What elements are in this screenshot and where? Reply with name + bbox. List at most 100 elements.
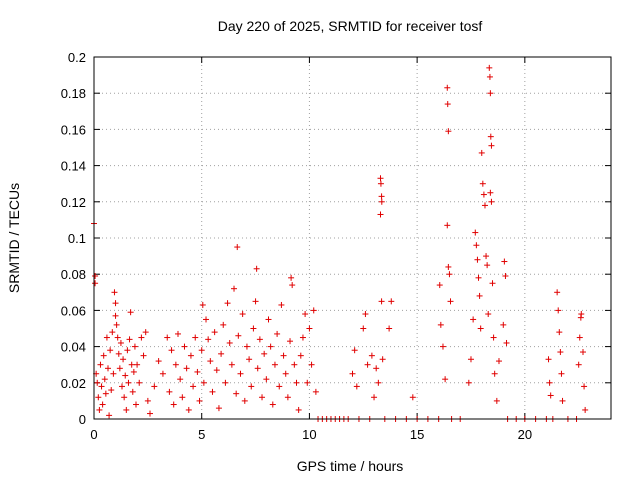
data-point bbox=[351, 347, 358, 354]
data-point bbox=[445, 263, 452, 270]
data-point bbox=[112, 300, 119, 307]
data-point bbox=[353, 383, 360, 390]
data-point bbox=[269, 401, 276, 408]
data-point bbox=[476, 292, 483, 299]
data-point bbox=[495, 358, 502, 365]
data-point bbox=[575, 361, 582, 368]
data-point bbox=[477, 325, 484, 332]
data-point bbox=[439, 343, 446, 350]
y-tick-label: 0.16 bbox=[61, 122, 86, 137]
data-point bbox=[253, 265, 260, 272]
data-point bbox=[233, 390, 240, 397]
data-point bbox=[231, 285, 238, 292]
data-point bbox=[310, 307, 317, 314]
data-point bbox=[470, 316, 477, 323]
data-point bbox=[226, 339, 233, 346]
data-point bbox=[480, 191, 487, 198]
data-point bbox=[299, 334, 306, 341]
data-point bbox=[500, 321, 507, 328]
data-point bbox=[138, 334, 145, 341]
data-point bbox=[107, 347, 114, 354]
data-point bbox=[172, 361, 179, 368]
data-point bbox=[302, 311, 309, 318]
data-point bbox=[555, 307, 562, 314]
data-point bbox=[379, 356, 386, 363]
data-point bbox=[282, 370, 289, 377]
axis-ticks: 0 0.02 0.04 0.06 0.08 0.1 0.12 0.14 0.16 0.18 0.2 0… bbox=[61, 50, 611, 442]
y-tick-label: 0.08 bbox=[61, 267, 86, 282]
data-point bbox=[388, 298, 395, 305]
data-point bbox=[237, 370, 244, 377]
data-point bbox=[475, 274, 482, 281]
data-point bbox=[556, 329, 563, 336]
data-point bbox=[194, 368, 201, 375]
data-point bbox=[102, 390, 109, 397]
data-point bbox=[166, 388, 173, 395]
data-point bbox=[485, 311, 492, 318]
y-tick-label: 0.06 bbox=[61, 303, 86, 318]
data-point bbox=[280, 352, 287, 359]
data-point bbox=[115, 350, 122, 357]
data-point bbox=[484, 262, 491, 269]
data-point bbox=[386, 325, 393, 332]
data-point bbox=[190, 383, 197, 390]
data-point bbox=[164, 334, 171, 341]
data-point bbox=[92, 280, 99, 287]
data-point bbox=[378, 298, 385, 305]
data-point bbox=[360, 325, 367, 332]
data-point bbox=[368, 352, 375, 359]
data-point bbox=[140, 352, 147, 359]
data-point bbox=[447, 298, 454, 305]
data-point bbox=[228, 361, 235, 368]
data-point bbox=[444, 222, 451, 229]
data-point bbox=[144, 397, 151, 404]
data-point bbox=[224, 300, 231, 307]
y-tick-label: 0.12 bbox=[61, 195, 86, 210]
data-point bbox=[246, 356, 253, 363]
x-tick-label: 10 bbox=[302, 427, 316, 442]
data-point bbox=[200, 379, 207, 386]
data-point bbox=[101, 376, 108, 383]
data-point bbox=[222, 379, 229, 386]
data-point bbox=[287, 338, 294, 345]
data-point bbox=[116, 365, 123, 372]
data-point bbox=[578, 311, 585, 318]
data-point bbox=[288, 274, 295, 281]
data-point bbox=[478, 149, 485, 156]
data-point bbox=[312, 388, 319, 395]
data-point bbox=[198, 347, 205, 354]
data-point bbox=[199, 301, 206, 308]
data-point bbox=[362, 311, 369, 318]
data-point bbox=[215, 405, 222, 412]
data-point bbox=[503, 339, 510, 346]
data-point bbox=[446, 271, 453, 278]
data-point bbox=[99, 401, 106, 408]
data-point bbox=[192, 334, 199, 341]
data-point bbox=[159, 370, 166, 377]
y-tick-label: 0.18 bbox=[61, 86, 86, 101]
data-point bbox=[94, 379, 101, 386]
data-point bbox=[254, 365, 261, 372]
data-point bbox=[170, 401, 177, 408]
data-point bbox=[241, 397, 248, 404]
data-point bbox=[129, 388, 136, 395]
data-point bbox=[111, 289, 118, 296]
data-point bbox=[243, 343, 250, 350]
data-point bbox=[293, 379, 300, 386]
data-point bbox=[114, 334, 121, 341]
data-point bbox=[377, 211, 384, 218]
data-point bbox=[308, 361, 315, 368]
data-point bbox=[110, 370, 117, 377]
data-point bbox=[306, 325, 313, 332]
data-point bbox=[259, 394, 266, 401]
data-point bbox=[92, 273, 99, 280]
data-point bbox=[106, 412, 113, 419]
data-point bbox=[486, 73, 493, 80]
data-point bbox=[218, 350, 225, 357]
data-point bbox=[263, 376, 270, 383]
data-point bbox=[442, 376, 449, 383]
data-point bbox=[488, 142, 495, 149]
data-point bbox=[134, 361, 141, 368]
data-point bbox=[445, 128, 452, 135]
data-point bbox=[133, 401, 140, 408]
